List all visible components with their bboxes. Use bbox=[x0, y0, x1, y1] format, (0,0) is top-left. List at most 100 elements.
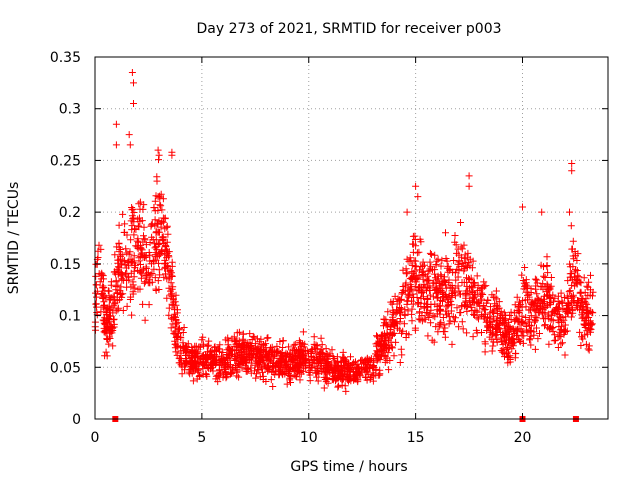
data-point bbox=[225, 351, 233, 359]
data-point bbox=[520, 285, 528, 293]
data-point bbox=[289, 357, 297, 365]
data-point bbox=[188, 349, 196, 357]
data-point bbox=[115, 221, 123, 229]
data-point bbox=[391, 292, 399, 300]
data-point bbox=[97, 275, 105, 283]
data-point bbox=[373, 351, 381, 359]
data-point bbox=[491, 300, 499, 308]
data-point bbox=[527, 332, 535, 340]
data-point bbox=[235, 373, 243, 381]
data-point bbox=[112, 120, 120, 128]
data-point bbox=[422, 315, 430, 323]
data-point bbox=[438, 256, 446, 264]
data-point bbox=[313, 345, 321, 353]
data-point bbox=[565, 300, 572, 307]
data-point bbox=[326, 350, 334, 358]
data-point bbox=[451, 232, 459, 239]
data-point bbox=[487, 303, 494, 311]
data-point bbox=[540, 272, 548, 280]
data-point bbox=[388, 344, 396, 352]
data-point bbox=[279, 344, 287, 351]
data-point bbox=[276, 338, 284, 345]
data-point bbox=[539, 308, 546, 316]
data-point bbox=[470, 293, 478, 301]
data-point bbox=[193, 375, 201, 383]
data-point bbox=[264, 334, 272, 342]
data-point bbox=[408, 261, 416, 269]
data-point bbox=[153, 177, 161, 185]
data-point bbox=[427, 319, 435, 327]
data-point bbox=[486, 327, 494, 335]
data-point bbox=[527, 312, 535, 320]
data-point bbox=[432, 261, 440, 269]
data-point bbox=[568, 245, 576, 253]
data-point bbox=[450, 257, 458, 264]
data-point bbox=[481, 306, 489, 313]
data-point bbox=[411, 324, 419, 332]
data-point bbox=[465, 172, 473, 180]
data-point bbox=[220, 365, 228, 373]
data-point bbox=[515, 302, 522, 310]
data-point bbox=[466, 290, 474, 298]
data-point bbox=[447, 297, 455, 305]
data-point bbox=[531, 275, 539, 283]
data-point bbox=[416, 266, 423, 274]
y-tick-label: 0 bbox=[72, 412, 81, 428]
data-point bbox=[291, 340, 299, 348]
data-point bbox=[532, 285, 539, 293]
data-point bbox=[93, 293, 100, 301]
data-point bbox=[458, 263, 466, 270]
data-point bbox=[567, 222, 575, 230]
data-point bbox=[136, 285, 144, 293]
data-point bbox=[424, 332, 432, 340]
data-point bbox=[345, 359, 353, 367]
data-point bbox=[328, 366, 336, 374]
data-point bbox=[97, 245, 105, 253]
data-point bbox=[251, 367, 258, 375]
data-point bbox=[100, 284, 108, 291]
data-point bbox=[179, 329, 187, 336]
data-point bbox=[512, 314, 520, 322]
data-point bbox=[521, 264, 529, 271]
data-point bbox=[247, 356, 255, 364]
data-point bbox=[579, 305, 587, 313]
data-point bbox=[281, 358, 288, 366]
data-point bbox=[448, 340, 456, 348]
data-point bbox=[431, 251, 439, 259]
data-point bbox=[533, 279, 541, 287]
data-point bbox=[589, 292, 596, 300]
data-point bbox=[92, 300, 100, 308]
data-point bbox=[271, 348, 279, 355]
data-point bbox=[367, 374, 375, 381]
x-axis-title: GPS time / hours bbox=[290, 459, 407, 475]
data-point bbox=[128, 212, 136, 220]
data-point bbox=[457, 219, 464, 226]
data-point bbox=[488, 347, 496, 355]
data-point bbox=[453, 265, 461, 273]
data-point bbox=[134, 215, 142, 223]
data-point bbox=[439, 297, 446, 305]
data-point bbox=[534, 335, 542, 343]
data-point bbox=[422, 309, 430, 316]
data-point bbox=[403, 255, 411, 263]
data-point bbox=[267, 356, 275, 364]
data-point bbox=[305, 369, 313, 376]
data-point bbox=[518, 328, 526, 336]
data-point bbox=[154, 241, 162, 248]
data-point bbox=[507, 316, 515, 323]
data-point bbox=[312, 369, 320, 377]
data-point bbox=[377, 350, 385, 358]
data-point bbox=[189, 377, 197, 385]
data-point bbox=[445, 313, 453, 321]
data-point bbox=[406, 254, 414, 262]
chart-title: Day 273 of 2021, SRMTID for receiver p00… bbox=[196, 21, 501, 37]
data-point bbox=[368, 372, 376, 380]
data-point bbox=[154, 207, 162, 214]
data-point bbox=[429, 312, 437, 320]
data-point bbox=[115, 264, 123, 272]
data-point bbox=[393, 306, 400, 314]
data-point bbox=[163, 246, 170, 254]
data-point bbox=[471, 279, 478, 287]
data-point bbox=[275, 371, 283, 379]
data-point bbox=[547, 274, 555, 281]
